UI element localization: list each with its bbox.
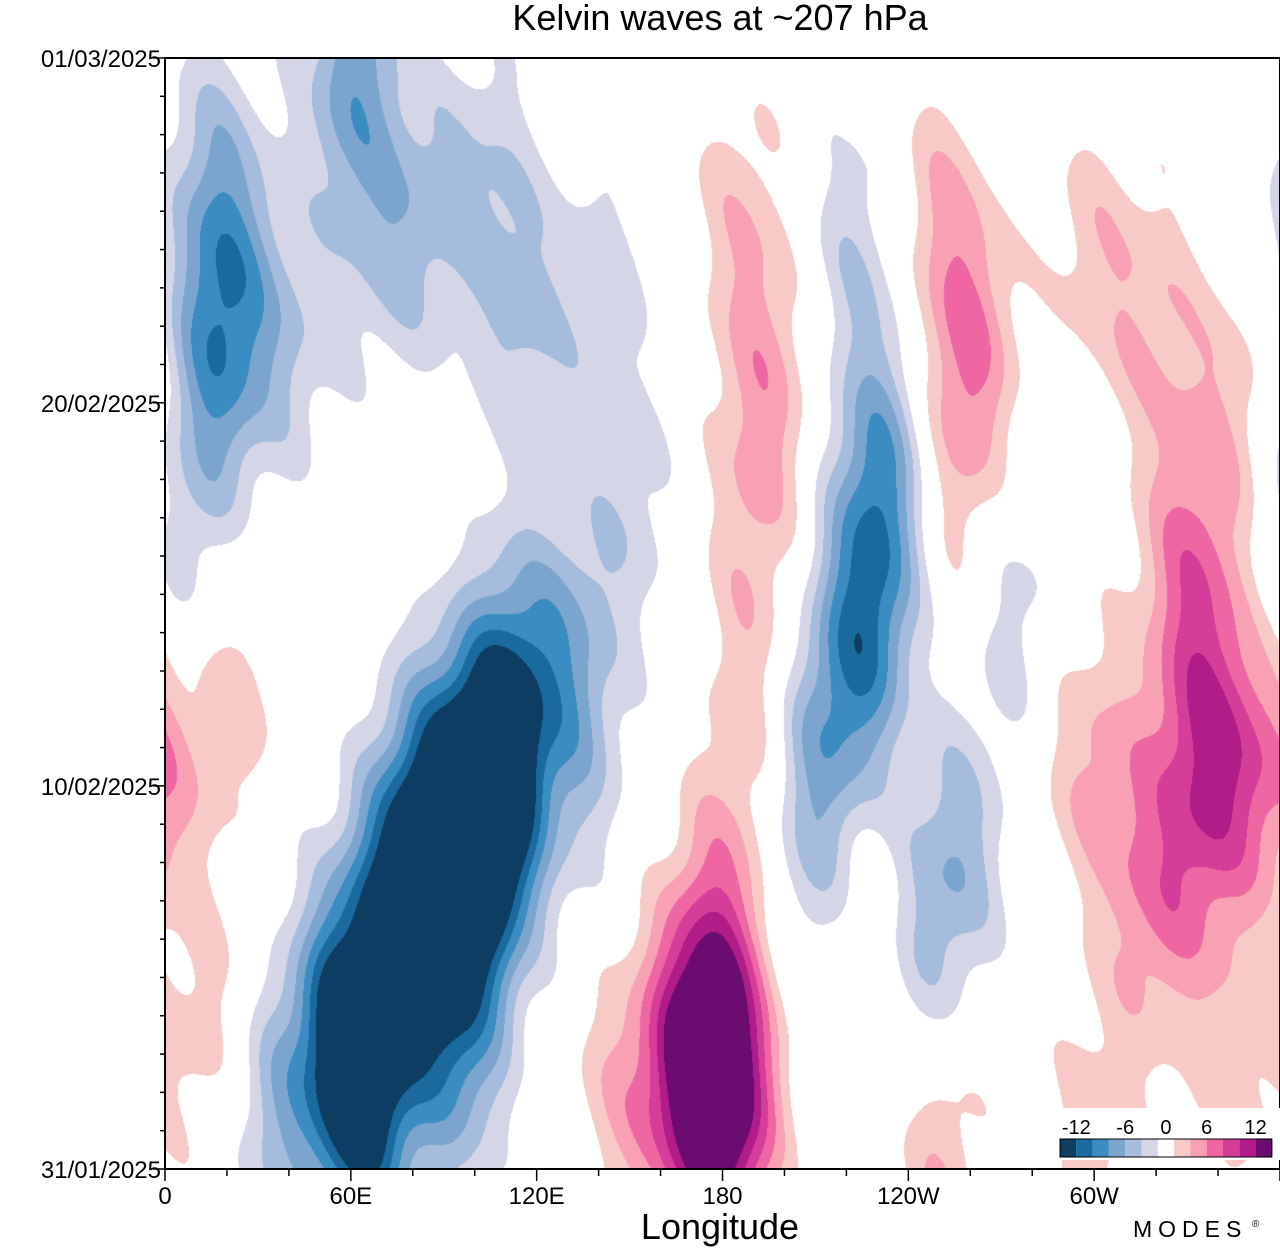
- colorbar-swatch: [1223, 1139, 1240, 1157]
- logo-text: MODES: [1133, 1216, 1247, 1242]
- anomaly-field: [165, 58, 1280, 1169]
- x-tick-label: 60E: [329, 1183, 372, 1210]
- x-tick-label: 120E: [509, 1183, 565, 1210]
- modes-logo: MODES ®: [1133, 1216, 1260, 1242]
- colorbar-swatch: [1076, 1139, 1093, 1157]
- colorbar-swatch: [1092, 1139, 1109, 1157]
- chart-title: Kelvin waves at ~207 hPa: [512, 0, 928, 38]
- y-tick-label: 31/01/2025: [41, 1157, 161, 1184]
- colorbar-swatch: [1141, 1139, 1158, 1157]
- colorbar-swatch: [1157, 1139, 1175, 1157]
- y-tick-label: 01/03/2025: [41, 46, 161, 73]
- x-tick-label: 60W: [1069, 1183, 1119, 1210]
- y-tick-label: 20/02/2025: [41, 391, 161, 418]
- colorbar-swatch: [1060, 1139, 1077, 1157]
- colorbar-swatch: [1255, 1139, 1272, 1157]
- y-tick-label: 10/02/2025: [41, 774, 161, 801]
- x-axis: 0 60E 120E 180 120W 60W: [158, 1169, 1280, 1210]
- colorbar-tick-label: 6: [1201, 1117, 1212, 1139]
- colorbar-tick-label: 0: [1160, 1117, 1171, 1139]
- colorbar-tick-label: 12: [1244, 1117, 1266, 1139]
- x-axis-label: Longitude: [641, 1206, 799, 1247]
- x-tick-label: 180: [702, 1183, 742, 1210]
- colorbar-frame: [1059, 1138, 1273, 1158]
- plot-area: [165, 58, 1280, 1169]
- x-tick-label: 0: [158, 1183, 171, 1210]
- colorbar-swatch: [1125, 1139, 1142, 1157]
- y-axis: 31/01/2025 10/02/2025 20/02/2025 01/03/2025: [41, 46, 165, 1184]
- x-tick-label: 120W: [877, 1183, 940, 1210]
- colorbar-swatch: [1174, 1139, 1191, 1157]
- colorbar-tick-label: -6: [1116, 1117, 1134, 1139]
- colorbar: -12 -6 0 6 12: [1052, 1108, 1280, 1160]
- colorbar-swatch: [1239, 1139, 1256, 1157]
- colorbar-swatch: [1206, 1139, 1223, 1157]
- colorbar-swatch: [1108, 1139, 1126, 1157]
- colorbar-swatch: [1190, 1139, 1207, 1157]
- colorbar-tick-label: -12: [1062, 1117, 1091, 1139]
- logo-registered-mark: ®: [1252, 1219, 1260, 1230]
